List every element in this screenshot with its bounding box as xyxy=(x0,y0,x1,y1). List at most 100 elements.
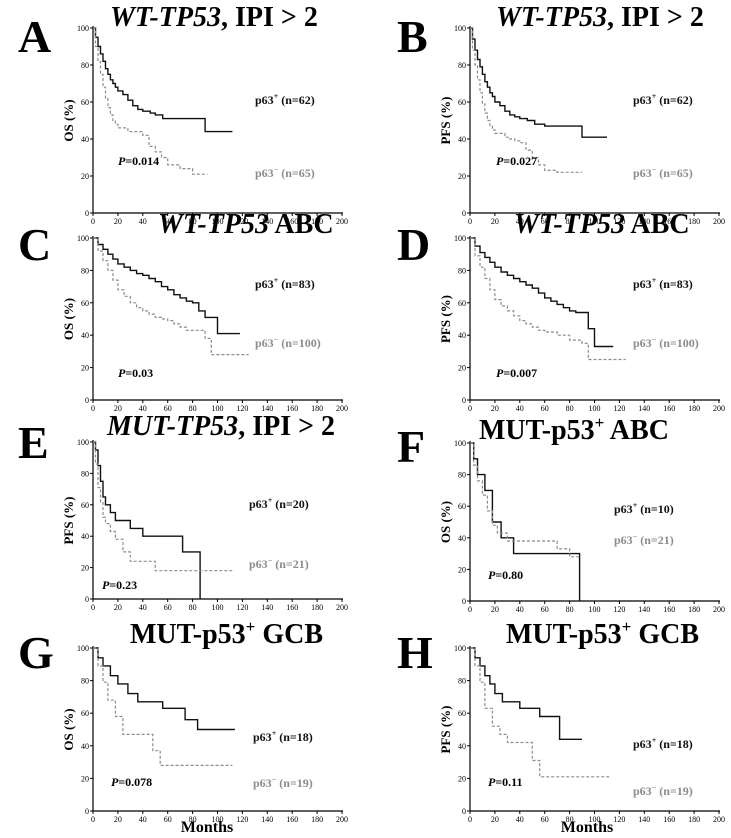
y-axis-label: PFS (%) xyxy=(438,96,453,144)
y-tick-label: 20 xyxy=(81,774,89,783)
y-tick-label: 60 xyxy=(458,98,466,107)
x-tick-label: 140 xyxy=(638,404,650,413)
km-curve-p63-positive xyxy=(93,27,233,133)
x-tick-label: 80 xyxy=(189,404,197,413)
x-tick-label: 100 xyxy=(589,404,601,413)
y-tick-label: 100 xyxy=(77,234,89,243)
panel-title: MUT-TP53, IPI > 2 xyxy=(106,411,335,442)
x-tick-label: 120 xyxy=(236,815,248,824)
x-tick-label: 200 xyxy=(336,404,348,413)
p-value: P=0.007 xyxy=(496,366,537,380)
x-tick-label: 0 xyxy=(468,605,472,614)
x-tick-label: 100 xyxy=(589,815,601,824)
panel-letter: H xyxy=(397,627,433,678)
y-tick-label: 40 xyxy=(458,331,466,340)
legend-p63-positive: p63+ (n=10) xyxy=(614,501,674,516)
p-value: P=0.11 xyxy=(488,775,523,789)
panel-title: WT-TP53, IPI > 2 xyxy=(496,2,704,33)
y-tick-label: 80 xyxy=(81,677,89,686)
panel-letter: G xyxy=(18,627,54,678)
x-tick-label: 180 xyxy=(311,603,323,612)
panel-letter: D xyxy=(397,219,430,270)
x-tick-label: 60 xyxy=(541,404,549,413)
p-value: P=0.078 xyxy=(111,775,152,789)
x-tick-label: 80 xyxy=(566,605,574,614)
x-tick-label: 40 xyxy=(516,605,524,614)
x-axis-label: Months xyxy=(181,819,233,836)
x-tick-label: 20 xyxy=(491,815,499,824)
x-tick-label: 180 xyxy=(688,404,700,413)
p-value: P=0.014 xyxy=(118,154,159,168)
y-tick-label: 100 xyxy=(77,24,89,33)
y-tick-label: 100 xyxy=(454,439,466,448)
panel-e: E MUT-TP53, IPI > 2 0 20 40 60 80 100 120 140 160 1… xyxy=(18,411,348,612)
x-tick-label: 100 xyxy=(212,404,224,413)
y-tick-label: 40 xyxy=(81,742,89,751)
x-tick-label: 40 xyxy=(139,815,147,824)
y-tick-label: 0 xyxy=(462,807,466,816)
panel-a: A WT-TP53, IPI > 2 0 20 40 60 80 100 120 140 160 18… xyxy=(18,2,348,226)
x-tick-label: 60 xyxy=(164,603,172,612)
km-curve-p63-positive xyxy=(93,441,201,599)
y-tick-label: 60 xyxy=(81,299,89,308)
x-tick-label: 180 xyxy=(688,815,700,824)
panel-title: MUT-p53+ ABC xyxy=(479,413,669,446)
legend-p63-negative: p63− (n=19) xyxy=(253,775,313,790)
x-tick-label: 160 xyxy=(286,217,298,226)
y-tick-label: 40 xyxy=(458,135,466,144)
y-tick-label: 80 xyxy=(458,61,466,70)
y-tick-label: 20 xyxy=(81,564,89,573)
legend-p63-negative: p63− (n=100) xyxy=(633,335,699,350)
km-curve-p63-positive xyxy=(93,237,240,335)
panel-letter: C xyxy=(18,219,51,270)
y-tick-label: 40 xyxy=(81,135,89,144)
y-axis-label: PFS (%) xyxy=(438,705,453,753)
x-tick-label: 60 xyxy=(541,605,549,614)
x-tick-label: 0 xyxy=(468,815,472,824)
km-curve-p63-negative xyxy=(93,27,208,175)
legend-p63-positive: p63+ (n=18) xyxy=(633,736,693,751)
y-tick-label: 60 xyxy=(458,502,466,511)
x-tick-label: 120 xyxy=(236,603,248,612)
y-tick-label: 40 xyxy=(81,532,89,541)
x-tick-label: 140 xyxy=(638,815,650,824)
panel-letter: A xyxy=(18,11,51,62)
y-tick-label: 20 xyxy=(458,774,466,783)
x-tick-label: 140 xyxy=(638,217,650,226)
x-tick-label: 140 xyxy=(261,404,273,413)
x-tick-label: 20 xyxy=(114,217,122,226)
x-tick-label: 60 xyxy=(164,815,172,824)
y-tick-label: 0 xyxy=(85,807,89,816)
legend-p63-positive: p63+ (n=83) xyxy=(633,276,693,291)
x-tick-label: 160 xyxy=(286,404,298,413)
km-curve-p63-positive xyxy=(470,237,614,348)
km-curve-p63-positive xyxy=(470,647,582,740)
y-tick-label: 80 xyxy=(458,471,466,480)
x-tick-label: 20 xyxy=(491,217,499,226)
y-tick-label: 20 xyxy=(458,364,466,373)
x-tick-label: 20 xyxy=(114,815,122,824)
x-tick-label: 0 xyxy=(468,217,472,226)
x-tick-label: 180 xyxy=(311,404,323,413)
y-axis-label: OS (%) xyxy=(61,298,76,340)
x-tick-label: 80 xyxy=(189,217,197,226)
y-tick-label: 60 xyxy=(458,299,466,308)
x-tick-label: 200 xyxy=(336,603,348,612)
y-tick-label: 20 xyxy=(458,172,466,181)
y-axis-label: OS (%) xyxy=(61,99,76,141)
y-axis-label: PFS (%) xyxy=(438,295,453,343)
x-tick-label: 120 xyxy=(236,404,248,413)
y-tick-label: 80 xyxy=(81,266,89,275)
y-tick-label: 60 xyxy=(81,709,89,718)
x-tick-label: 160 xyxy=(286,815,298,824)
x-tick-label: 40 xyxy=(139,603,147,612)
x-tick-label: 200 xyxy=(713,815,725,824)
y-tick-label: 0 xyxy=(85,209,89,218)
x-tick-label: 180 xyxy=(688,217,700,226)
panel-title: MUT-p53+ GCB xyxy=(506,617,699,650)
x-tick-label: 100 xyxy=(212,603,224,612)
x-tick-label: 40 xyxy=(516,404,524,413)
x-tick-label: 0 xyxy=(468,404,472,413)
